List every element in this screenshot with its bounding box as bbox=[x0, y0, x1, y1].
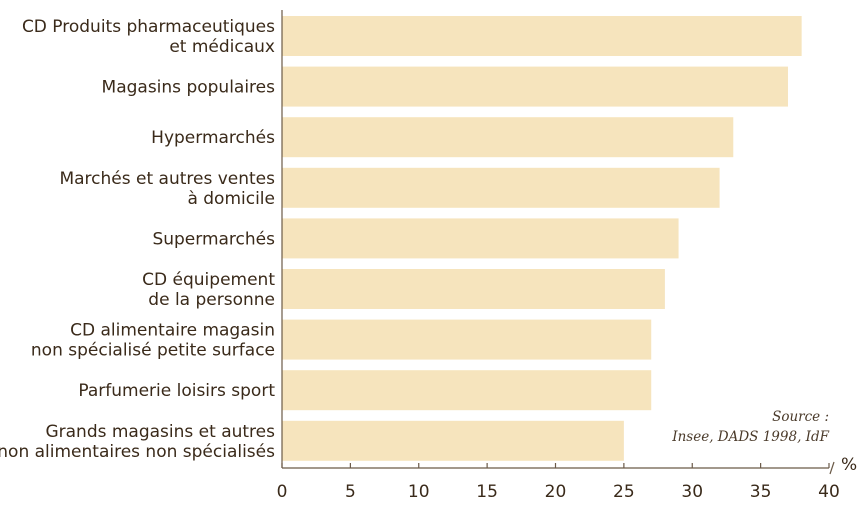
category-label-5: Supermarchés bbox=[152, 229, 275, 249]
bar-5 bbox=[282, 218, 679, 259]
category-label-6-line-2: de la personne bbox=[148, 290, 275, 310]
x-tick-label-0: 0 bbox=[277, 482, 288, 502]
category-label-6: CD équipement de la personne bbox=[142, 270, 275, 310]
bar-1 bbox=[282, 16, 802, 56]
bar-9 bbox=[282, 420, 624, 461]
category-label-7-line-2: non spécialisé petite surface bbox=[31, 341, 275, 361]
x-tick-label-25: 25 bbox=[613, 482, 635, 502]
category-label-2: Magasins populaires bbox=[102, 78, 276, 98]
x-tick-label-30: 30 bbox=[681, 482, 703, 502]
category-label-1-line-1: CD Produits pharmaceutiques bbox=[22, 17, 275, 37]
x-tick-label-10: 10 bbox=[408, 482, 430, 502]
bar-2 bbox=[282, 66, 788, 107]
x-tick-label-20: 20 bbox=[545, 482, 567, 502]
x-tick-label-35: 35 bbox=[750, 482, 772, 502]
bar-3 bbox=[282, 117, 734, 158]
bars-group bbox=[282, 16, 802, 461]
category-label-3: Hypermarchés bbox=[151, 128, 275, 148]
category-label-7-line-1: CD alimentaire magasin bbox=[70, 321, 275, 341]
category-label-9-line-1: Grands magasins et autres bbox=[45, 422, 275, 442]
category-label-7: CD alimentaire magasin non spécialisé pet… bbox=[31, 321, 275, 361]
category-label-4: Marchés et autres ventes à domicile bbox=[59, 169, 275, 209]
category-label-9-line-2: non alimentaires non spécialisés bbox=[0, 442, 275, 462]
category-label-8: Parfumerie loisirs sport bbox=[78, 381, 275, 401]
category-labels-group: CD Produits pharmaceutiques et médicaux Ma… bbox=[0, 17, 275, 462]
category-label-1-line-2: et médicaux bbox=[169, 37, 275, 57]
x-tick-label-40: 40 bbox=[818, 482, 840, 502]
bar-8 bbox=[282, 370, 652, 411]
category-label-5-line-1: Supermarchés bbox=[152, 229, 275, 249]
category-label-4-line-1: Marchés et autres ventes bbox=[59, 169, 275, 189]
bar-7 bbox=[282, 319, 652, 360]
x-tick-label-5: 5 bbox=[345, 482, 356, 502]
category-label-3-line-1: Hypermarchés bbox=[151, 128, 275, 148]
bar-4 bbox=[282, 167, 720, 208]
bar-6 bbox=[282, 269, 665, 309]
category-label-8-line-1: Parfumerie loisirs sport bbox=[78, 381, 275, 401]
source-line-1: Source : bbox=[772, 409, 829, 425]
category-label-1: CD Produits pharmaceutiques et médicaux bbox=[22, 17, 275, 57]
x-tick-label-15: 15 bbox=[476, 482, 498, 502]
category-label-4-line-2: à domicile bbox=[187, 189, 275, 209]
category-label-6-line-1: CD équipement bbox=[142, 270, 275, 290]
source-line-2: Insee, DADS 1998, IdF bbox=[671, 429, 829, 445]
x-ticks-group: 0 5 10 15 20 25 30 35 40 bbox=[277, 463, 840, 502]
category-label-9: Grands magasins et autres non alimentaire… bbox=[0, 422, 275, 462]
x-unit-label: % bbox=[841, 455, 857, 475]
axis-break-mark bbox=[829, 461, 835, 475]
category-label-2-line-1: Magasins populaires bbox=[102, 78, 276, 98]
